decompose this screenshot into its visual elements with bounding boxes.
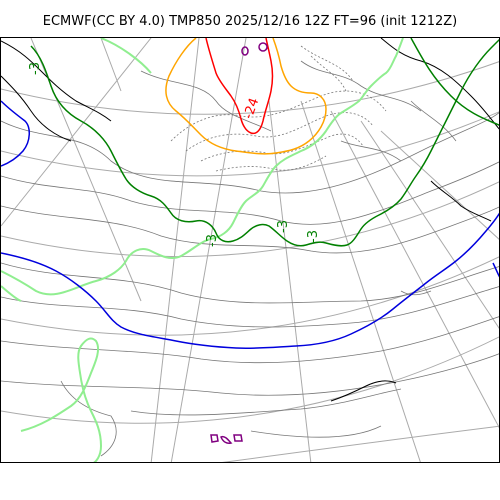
latitude-line (1, 181, 499, 258)
map-canvas: -3 -3 -3 -3 -24 (1, 38, 499, 462)
isotherm-minus30 (210, 42, 268, 444)
contour-label: -3 (205, 234, 220, 247)
isotherm-zero (1, 100, 499, 349)
chart-title: ECMWF(CC BY 4.0) TMP850 2025/12/16 12Z F… (42, 14, 458, 29)
isotherm-minus18 (165, 38, 327, 155)
isotherm-minus3 (30, 38, 499, 247)
contour-label: -3 (306, 230, 321, 243)
longitude-line (380, 130, 499, 240)
contour-label: -3 (28, 62, 43, 75)
contour-label: -24 (241, 96, 262, 121)
longitude-line (1, 38, 152, 227)
longitude-line (268, 100, 312, 462)
coastlines (1, 38, 499, 402)
latitude-line (1, 61, 499, 115)
contour-label: -3 (276, 220, 291, 233)
longitude-line (330, 110, 499, 429)
contour-labels: -3 -3 -3 -3 -24 (28, 62, 321, 247)
isotherm-minus24 (205, 38, 274, 135)
latitude-line (1, 336, 499, 424)
map-panel: -3 -3 -3 -3 -24 (0, 37, 500, 463)
latitude-line (1, 256, 499, 336)
isotherm-minus6 (1, 38, 404, 462)
longitude-line (300, 100, 421, 462)
longitude-line (150, 38, 200, 462)
latitude-line (1, 111, 499, 177)
longitude-line (100, 38, 122, 92)
latitude-line (222, 425, 499, 462)
graticule (1, 38, 499, 462)
longitude-line (360, 120, 499, 329)
longitude-line (170, 38, 247, 462)
thin-contours (1, 60, 499, 457)
